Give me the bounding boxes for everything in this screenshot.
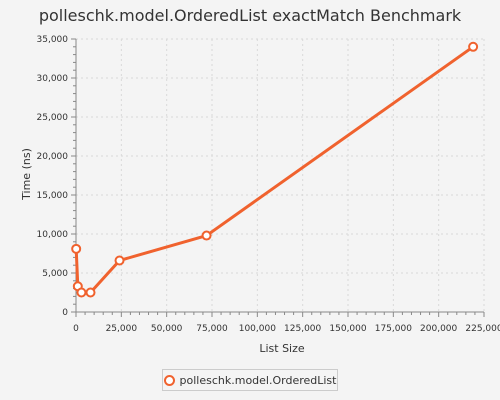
legend: polleschk.model.OrderedList [162,369,338,391]
data-point [114,255,125,266]
y-tick-label: 20,000 [37,152,69,162]
data-point [468,41,479,52]
y-axis-label: Time (ns) [20,148,33,201]
y-tick-label: 35,000 [37,35,69,45]
x-tick-label: 75,000 [196,324,228,334]
y-tick-label: 0 [62,308,68,318]
x-tick-label: 50,000 [151,324,183,334]
data-point [71,243,82,254]
x-tick-label: 150,000 [329,324,366,334]
x-axis-label: List Size [259,342,305,355]
data-point [201,230,212,241]
x-tick-label: 125,000 [284,324,321,334]
tick-labels: 0 5,000 10,000 15,000 20,000 25,000 30,000 35,0… [37,35,500,334]
x-tick-label: 100,000 [239,324,276,334]
x-tick-label: 25,000 [106,324,138,334]
x-tick-label: 0 [73,324,79,334]
x-tick-label: 200,000 [420,324,457,334]
y-tick-label: 30,000 [37,74,69,84]
chart-title: polleschk.model.OrderedList exactMatch B… [38,6,462,25]
data-point [76,287,87,298]
axes [71,38,485,317]
data-point [85,287,96,298]
grid-lines [76,38,485,312]
legend-label: polleschk.model.OrderedList [179,373,337,387]
legend-marker-icon [163,374,175,386]
x-tick-label: 225,000 [465,324,500,334]
series-line [74,45,474,294]
y-tick-label: 5,000 [42,269,68,279]
series-layer [71,41,479,298]
y-tick-label: 15,000 [37,191,69,201]
y-tick-label: 25,000 [37,113,69,123]
x-tick-label: 175,000 [375,324,412,334]
y-tick-label: 10,000 [37,230,69,240]
